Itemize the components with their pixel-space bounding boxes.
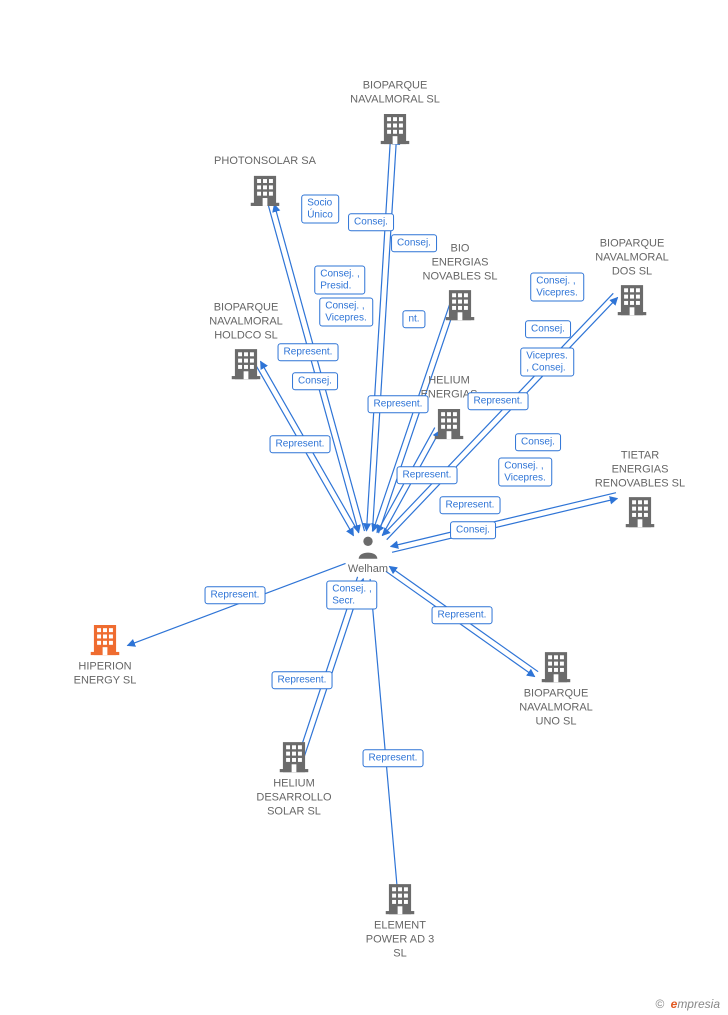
node-photon[interactable]: PHOTONSOLAR SA (195, 155, 335, 209)
node-bio_nm[interactable]: BIOPARQUE NAVALMORAL SL (325, 79, 465, 147)
edge-label: Consej. , Vicepres. (319, 298, 373, 327)
edge-label: Represent. (272, 671, 333, 689)
node-label: HELIUM ENERGIAS (379, 374, 519, 402)
edge-label: Represent. (270, 435, 331, 453)
edge-label: Represent. (205, 586, 266, 604)
node-label: ELEMENT POWER AD 3 SL (330, 919, 470, 960)
node-element[interactable]: ELEMENT POWER AD 3 SL (330, 879, 470, 960)
edge-label: Consej. , Vicepres. (498, 458, 552, 487)
node-welham[interactable]: Welham (298, 533, 438, 577)
edge-label: Consej. (450, 521, 496, 539)
node-label: Welham (298, 563, 438, 577)
edge-label: Vicepres. , Consej. (520, 348, 574, 377)
brand-rest: mpresia (677, 997, 720, 1011)
node-hiperion[interactable]: HIPERION ENERGY SL (35, 620, 175, 688)
edge-label: Consej. (515, 433, 561, 451)
node-label: BIOPARQUE NAVALMORAL SL (325, 79, 465, 107)
edge-label: Represent. (440, 496, 501, 514)
node-helium_e[interactable]: HELIUM ENERGIAS (379, 374, 519, 442)
copyright-symbol: © (655, 997, 664, 1011)
node-bio_en[interactable]: BIO ENERGIAS NOVABLES SL (390, 242, 530, 323)
node-helium_d[interactable]: HELIUM DESARROLLO SOLAR SL (224, 737, 364, 818)
copyright: © empresia (655, 997, 720, 1011)
edge-label: Consej. (525, 320, 571, 338)
node-label: BIOPARQUE NAVALMORAL HOLDCO SL (176, 301, 316, 342)
node-label: TIETAR ENERGIAS RENOVABLES SL (570, 449, 710, 490)
edge-label: Represent. (432, 606, 493, 624)
edge-label: Represent. (363, 749, 424, 767)
edge-label: Consej. , Secr. (326, 581, 377, 610)
node-label: HIPERION ENERGY SL (35, 660, 175, 688)
node-label: PHOTONSOLAR SA (195, 155, 335, 169)
network-canvas: Welham HIPERION ENERGY SLPHOTONSOLAR SA … (0, 0, 728, 1015)
edge-label: Consej. (348, 213, 394, 231)
node-holdco[interactable]: BIOPARQUE NAVALMORAL HOLDCO SL (176, 301, 316, 382)
edge-label: Represent. (397, 466, 458, 484)
node-tietar[interactable]: TIETAR ENERGIAS RENOVABLES SL (570, 449, 710, 530)
node-label: BIOPARQUE NAVALMORAL DOS SL (562, 237, 702, 278)
node-label: BIOPARQUE NAVALMORAL UNO SL (486, 687, 626, 728)
node-label: BIO ENERGIAS NOVABLES SL (390, 242, 530, 283)
node-bio_uno[interactable]: BIOPARQUE NAVALMORAL UNO SL (486, 647, 626, 728)
edge-label: Consej. , Presid. (314, 266, 365, 295)
node-label: HELIUM DESARROLLO SOLAR SL (224, 777, 364, 818)
node-bio_dos[interactable]: BIOPARQUE NAVALMORAL DOS SL (562, 237, 702, 318)
